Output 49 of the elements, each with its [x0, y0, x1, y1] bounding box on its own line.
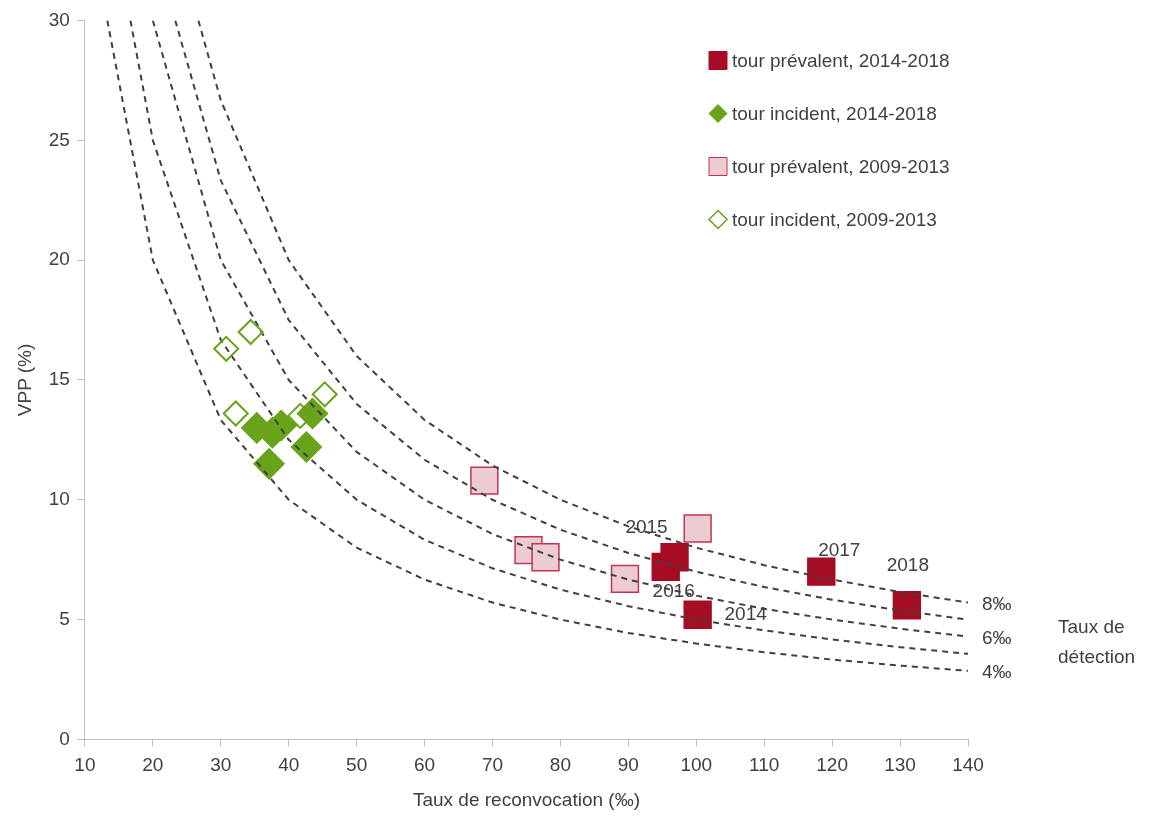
- point: [237, 319, 264, 346]
- point: [470, 466, 499, 495]
- legend-label: tour incident, 2014-2018: [732, 102, 937, 124]
- text: Taux de détection: [1058, 615, 1136, 667]
- x-tick-label: 80: [549, 754, 571, 776]
- x-tick-label: 10: [74, 754, 96, 776]
- x-tick-label: 130: [884, 754, 916, 776]
- legend-label: tour prévalent, 2009-2013: [732, 155, 950, 177]
- x-tick-label: 60: [414, 754, 436, 776]
- x-tick-label: 100: [680, 754, 713, 776]
- point: [222, 400, 249, 427]
- x-tick-label: 140: [952, 754, 984, 776]
- legend-label: tour incident, 2009-2013: [732, 208, 937, 230]
- x-tick-label: 40: [278, 754, 300, 776]
- x-tick-label: 20: [142, 754, 164, 776]
- point: [651, 552, 680, 582]
- point: [311, 381, 338, 408]
- x-tick-label: 70: [481, 754, 504, 776]
- x-axis-title: Taux de reconvocation (‰): [412, 788, 640, 810]
- point: [683, 600, 712, 629]
- x-tick-label: 90: [617, 754, 639, 776]
- series-label: 4‰: [982, 661, 1012, 683]
- x-tick-label: 120: [816, 754, 848, 776]
- series-label: 6‰: [982, 626, 1012, 648]
- annotation: 2017: [818, 538, 861, 560]
- point: [213, 335, 240, 362]
- y-tick-label: 10: [48, 488, 70, 509]
- x-tick-label: 110: [749, 754, 780, 776]
- x-tick-label: 50: [346, 754, 368, 776]
- y-axis-title: VPP (%): [13, 343, 35, 417]
- point: [683, 514, 712, 543]
- point: [531, 543, 560, 572]
- y-tick-label: 5: [59, 607, 70, 629]
- y-tick-label: 0: [59, 727, 70, 749]
- legend-label: tour prévalent, 2014-2018: [732, 49, 950, 71]
- point: [290, 431, 323, 463]
- point: [892, 591, 922, 620]
- y-tick-label: 20: [48, 248, 70, 270]
- point: [253, 448, 285, 480]
- annotation: 2018: [886, 554, 930, 576]
- annotation: 2014: [724, 603, 768, 625]
- point: [807, 557, 836, 586]
- x-tick-label: 30: [210, 754, 232, 776]
- series-label: 8‰: [982, 592, 1012, 614]
- y-tick-label: 15: [48, 368, 70, 390]
- y-tick-label: 30: [48, 8, 70, 30]
- annotation: 2015: [625, 515, 668, 537]
- y-tick-label: 25: [48, 128, 70, 150]
- point: [610, 564, 640, 594]
